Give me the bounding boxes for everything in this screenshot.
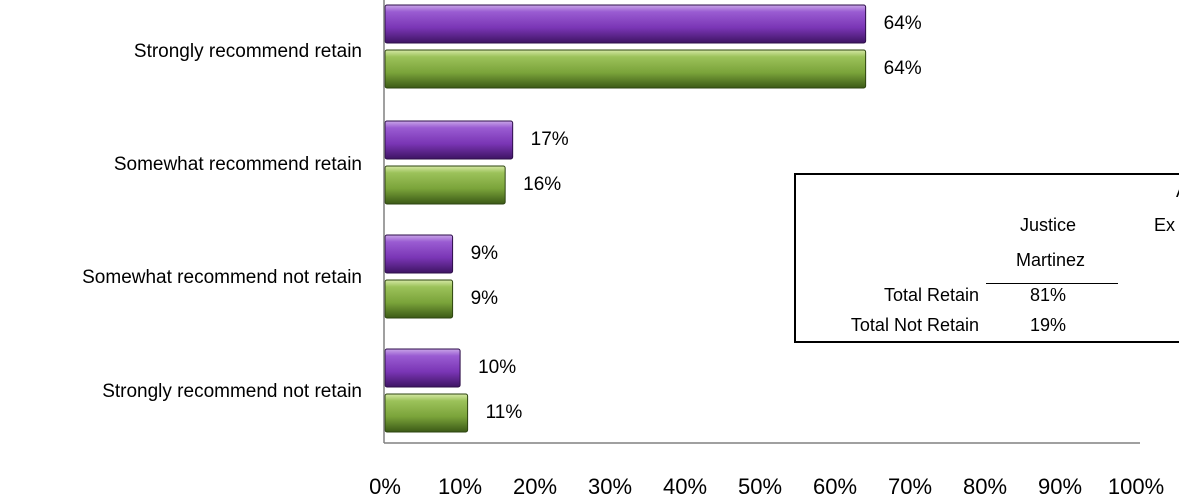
- data-label: 16%: [523, 174, 561, 195]
- col1-header-line1: Justice: [1020, 215, 1077, 235]
- bar: [384, 120, 514, 160]
- header-underline: [986, 283, 1118, 284]
- x-tick-label: 70%: [888, 474, 932, 499]
- row-label-total-retain: Total Retain: [883, 285, 979, 305]
- x-tick-label: 50%: [738, 474, 782, 499]
- x-tick-label: 10%: [438, 474, 482, 499]
- col2-header-line2: Ex: [1154, 215, 1176, 235]
- x-tick-label: 20%: [513, 474, 557, 499]
- bar: [384, 49, 867, 89]
- data-label: 11%: [486, 402, 523, 423]
- bar: [384, 279, 454, 319]
- bar: [384, 348, 461, 388]
- data-label: 9%: [471, 243, 499, 264]
- bar: [384, 4, 867, 44]
- category-label: Strongly recommend not retain: [102, 381, 362, 402]
- summary-table: A Justice Ex Martinez Total Retain 81% T…: [794, 173, 1179, 343]
- bar: [384, 393, 469, 433]
- category-label: Somewhat recommend retain: [114, 154, 362, 175]
- row-label-total-not-retain: Total Not Retain: [850, 315, 979, 335]
- row-value-total-retain: 81%: [1030, 285, 1067, 305]
- category-label: Somewhat recommend not retain: [82, 267, 362, 288]
- col2-header-line1: A: [1176, 181, 1179, 202]
- data-label: 10%: [478, 357, 516, 378]
- col1-header-line2: Martinez: [1016, 250, 1086, 270]
- data-label: 64%: [884, 58, 922, 79]
- x-tick-label: 100%: [1108, 474, 1164, 499]
- bar: [384, 234, 454, 274]
- data-label: 9%: [471, 288, 499, 309]
- x-tick-label: 40%: [663, 474, 707, 499]
- bar: [384, 165, 506, 205]
- data-label: 17%: [531, 129, 569, 150]
- row-value-total-not-retain: 19%: [1030, 315, 1067, 335]
- x-tick-label: 90%: [1038, 474, 1082, 499]
- category-label: Strongly recommend retain: [134, 41, 362, 62]
- x-tick-label: 0%: [369, 474, 401, 499]
- x-tick-label: 30%: [588, 474, 632, 499]
- x-tick-label: 60%: [813, 474, 857, 499]
- data-label: 64%: [884, 13, 922, 34]
- x-tick-label: 80%: [963, 474, 1007, 499]
